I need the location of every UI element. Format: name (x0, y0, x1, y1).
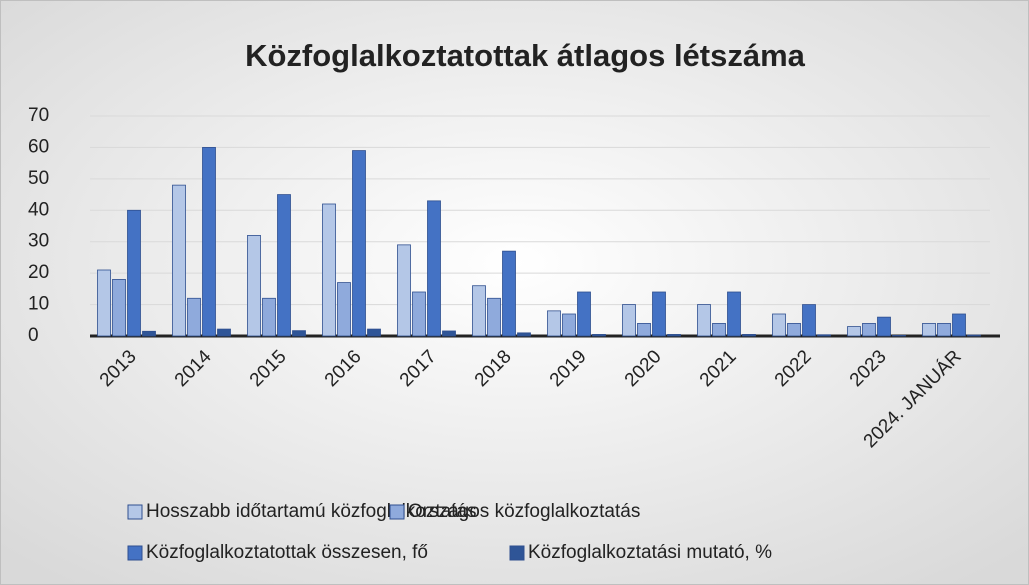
y-tick-label: 70 (28, 105, 49, 126)
bar (727, 291, 741, 337)
bar (967, 334, 981, 337)
bar (667, 334, 681, 337)
chart-title: Közfoglalkoztatottak átlagos létszáma (245, 38, 806, 73)
bar (952, 313, 966, 337)
bar (877, 316, 891, 337)
y-tick-label: 20 (28, 262, 49, 283)
bar (577, 291, 591, 337)
bar (127, 209, 141, 337)
bar (862, 323, 876, 337)
bar (292, 330, 306, 337)
bar (112, 279, 126, 337)
bar (427, 200, 441, 337)
legend-swatch (127, 504, 143, 520)
bar (367, 328, 381, 337)
legend-label: Országos közfoglalkoztatás (408, 501, 640, 522)
bar (322, 203, 336, 337)
bar (472, 285, 486, 337)
bar (442, 330, 456, 337)
bar (922, 323, 936, 337)
bar (817, 334, 831, 337)
y-tick-label: 10 (28, 294, 49, 315)
bar (742, 334, 756, 337)
bar (547, 310, 561, 337)
bar (847, 326, 861, 337)
bar (697, 304, 711, 337)
bar (592, 334, 606, 337)
bar (637, 323, 651, 337)
bar (172, 184, 186, 337)
y-tick-label: 30 (28, 231, 49, 252)
bar (337, 282, 351, 337)
y-tick-label: 50 (28, 168, 49, 189)
legend-swatch (389, 504, 405, 520)
bar (277, 194, 291, 337)
bar (487, 297, 501, 337)
bar (772, 313, 786, 337)
bar (502, 250, 516, 337)
y-tick-label: 0 (28, 325, 39, 346)
bar (892, 334, 906, 337)
legend-swatch (127, 545, 143, 561)
bar (712, 323, 726, 337)
bar (562, 313, 576, 337)
bar (247, 235, 261, 337)
bar (622, 304, 636, 337)
bar (652, 291, 666, 337)
legend-swatch (509, 545, 525, 561)
bar (202, 147, 216, 337)
legend-label: Közfoglalkoztatottak összesen, fő (146, 542, 428, 563)
y-tick-label: 60 (28, 136, 49, 157)
bar (787, 323, 801, 337)
bar (517, 332, 531, 337)
legend-label: Közfoglalkoztatási mutató, % (528, 542, 772, 563)
bar (937, 323, 951, 337)
bar (352, 150, 366, 337)
bar (412, 291, 426, 337)
y-tick-label: 40 (28, 199, 49, 220)
bar (802, 304, 816, 337)
bar (217, 328, 231, 337)
bar (262, 297, 276, 337)
bar (97, 269, 111, 337)
bar (397, 244, 411, 337)
bar (142, 330, 156, 337)
bar (187, 297, 201, 337)
